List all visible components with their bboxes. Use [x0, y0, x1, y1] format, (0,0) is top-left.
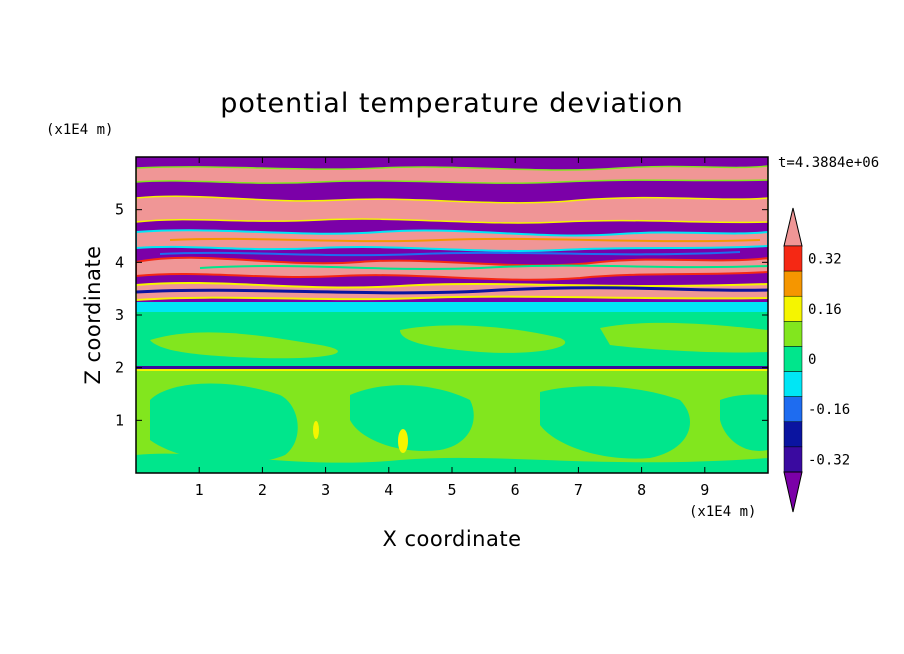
interface-line — [136, 366, 768, 369]
warm-band — [136, 165, 768, 184]
warm-band — [136, 195, 768, 224]
colorbar-tick-label: 0.16 — [808, 302, 842, 318]
y-tick-label: 2 — [115, 359, 124, 377]
warm-band — [136, 229, 768, 252]
interface-line — [136, 369, 768, 371]
colorbar-tick-label: -0.16 — [808, 402, 850, 418]
colorbar-extend-top — [783, 207, 803, 247]
x-tick-label: 9 — [700, 481, 709, 499]
cyan-band — [136, 302, 768, 312]
time-label: t=4.3884e+06 — [778, 155, 879, 171]
x-tick-label: 1 — [195, 481, 204, 499]
lower-blob — [720, 394, 768, 451]
y-tick-label: 4 — [115, 253, 124, 271]
colorbar-swatch — [783, 346, 803, 372]
warm-spot — [313, 421, 319, 439]
colorbar-swatch — [783, 421, 803, 448]
colorbar-tick-label: -0.32 — [808, 452, 850, 468]
colorbar-swatch — [783, 270, 803, 297]
x-axis-label: X coordinate — [382, 527, 521, 551]
y-ticks: 1 2 3 4 5 — [115, 201, 768, 429]
x-tick-label: 7 — [574, 481, 583, 499]
y-unit-label: (x1E4 m) — [46, 122, 113, 138]
x-tick-label: 8 — [637, 481, 646, 499]
x-tick-label: 6 — [511, 481, 520, 499]
lower-blob — [350, 385, 474, 451]
x-tick-label: 2 — [258, 481, 267, 499]
colorbar-swatch — [783, 371, 803, 397]
x-tick-label: 3 — [321, 481, 330, 499]
y-tick-label: 1 — [115, 411, 124, 429]
x-unit-label: (x1E4 m) — [689, 504, 756, 520]
cold-streak — [136, 286, 768, 295]
x-tick-label: 4 — [384, 481, 393, 499]
x-tick-label: 5 — [447, 481, 456, 499]
y-tick-label: 5 — [115, 201, 124, 219]
warm-spot — [398, 429, 408, 453]
middle-blotch — [150, 332, 338, 359]
colorbar-tick-label: 0 — [808, 352, 816, 368]
colorbar: 0.32 0.16 0 -0.16 -0.32 — [783, 207, 850, 513]
chart-title: potential temperature deviation — [220, 88, 683, 119]
x-ticks: 1 2 3 4 5 6 7 8 9 — [195, 157, 709, 499]
middle-blotch — [600, 322, 768, 353]
colorbar-swatch — [783, 295, 803, 322]
cold-streak — [199, 264, 768, 270]
y-axis-label: Z coordinate — [81, 245, 105, 384]
colorbar-swatch — [783, 321, 803, 347]
colorbar-tick-label: 0.32 — [808, 252, 842, 268]
middle-blotch — [400, 325, 566, 353]
warm-streak — [169, 237, 761, 243]
cold-streak — [159, 251, 741, 257]
lower-blob — [150, 383, 298, 463]
colorbar-extend-bottom — [783, 471, 803, 513]
lower-streak — [136, 453, 768, 473]
contour-field — [136, 157, 768, 473]
lower-blob — [540, 386, 690, 459]
colorbar-swatch — [783, 396, 803, 423]
y-tick-label: 3 — [115, 306, 124, 324]
colorbar-swatch — [783, 446, 803, 473]
colorbar-swatch — [783, 245, 803, 272]
